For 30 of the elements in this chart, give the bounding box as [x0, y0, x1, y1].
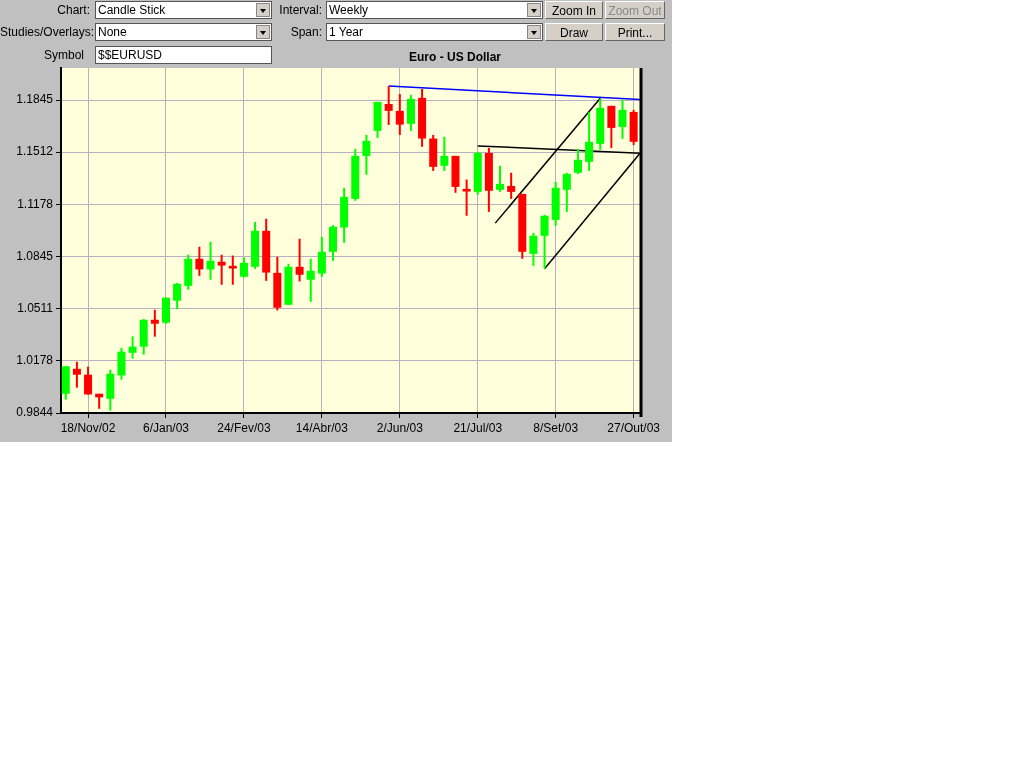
- x-tick-label: 27/Out/03: [607, 420, 661, 435]
- text: Symbol: [43, 47, 84, 63]
- y-tick-label: 1.1512: [16, 144, 54, 159]
- text: Chart:: [56, 2, 90, 18]
- x-tick-label: 6/Jan/03: [142, 420, 190, 435]
- text: Interval:: [278, 2, 322, 18]
- text: Print...: [605, 23, 665, 41]
- x-tick-label: 2/Jun/03: [376, 420, 424, 435]
- text: Studies/Overlays:: [0, 24, 95, 40]
- text: None: [95, 23, 272, 41]
- text: 1 Year: [326, 23, 543, 41]
- y-tick-label: 1.0511: [17, 301, 54, 315]
- text: Zoom Out: [605, 1, 665, 19]
- text: Weekly: [326, 1, 543, 19]
- chart-title: Euro - US Dollar: [408, 50, 502, 64]
- x-tick-label: 8/Set/03: [533, 420, 579, 435]
- y-tick-label: 1.1178: [17, 196, 54, 211]
- text: Span:: [289, 24, 322, 40]
- x-tick-label: 14/Abr/03: [295, 420, 349, 435]
- x-tick-label: 24/Fev/03: [217, 420, 271, 435]
- text: Zoom In: [545, 1, 603, 19]
- x-tick-label: 18/Nov/02: [60, 420, 116, 435]
- text: $$EURUSD: [95, 46, 272, 64]
- text: Draw: [545, 23, 603, 41]
- y-tick-label: 1.0845: [16, 248, 54, 263]
- y-tick-label: 0.9844: [16, 405, 54, 420]
- y-tick-label: 1.0178: [16, 353, 54, 368]
- y-tick-label: 1.1845: [16, 92, 54, 107]
- x-tick-label: 21/Jul/03: [453, 420, 503, 435]
- text: Candle Stick: [95, 1, 272, 19]
